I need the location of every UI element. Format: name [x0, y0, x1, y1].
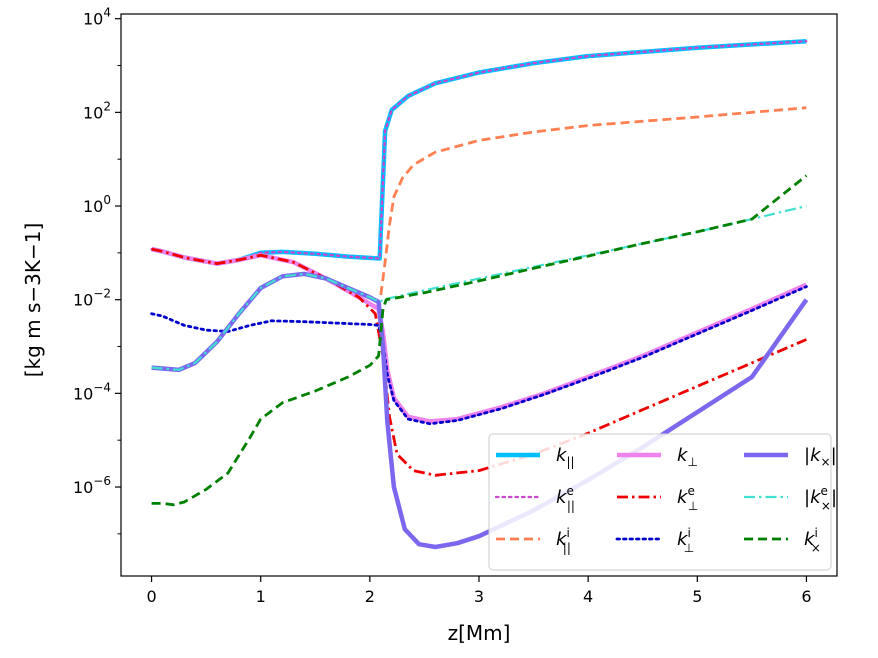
x-tick-label: 0: [146, 587, 156, 606]
x-tick-label: 4: [583, 587, 593, 606]
y-tick-label: 102: [83, 99, 111, 122]
legend-label: ki ||: [556, 526, 571, 555]
x-axis-label: z[Mm]: [448, 621, 511, 645]
legend-label: ki ×: [804, 526, 821, 555]
legend: k|| ke || ki || k⊥ ke ⊥ ki ⊥ |k×| |ke ×| ki ×: [488, 433, 837, 571]
x-tick-label: 6: [801, 587, 811, 606]
y-tick-label: 100: [83, 193, 111, 216]
series-line-9: [151, 174, 808, 507]
legend-box: [488, 433, 832, 571]
legend-label: |ke ×|: [804, 484, 837, 513]
y-tick-label: 10−6: [73, 474, 111, 497]
x-tick-label: 5: [692, 587, 702, 606]
y-axis: 10−6 10−4 10−2 100 102 104: [73, 6, 121, 535]
y-axis-label: [kg m s−3K−1]: [21, 223, 45, 378]
y-tick-label: 10−4: [73, 380, 111, 403]
legend-label: k⊥: [677, 445, 698, 469]
x-tick-label: 1: [256, 587, 266, 606]
y-tick-label: 104: [83, 6, 111, 29]
legend-label: ke ||: [556, 484, 575, 513]
series-line-6: [150, 285, 808, 426]
legend-label: ke ⊥: [677, 484, 698, 513]
series-line-4: [151, 246, 808, 424]
legend-label: ki ⊥: [677, 526, 694, 555]
series-line-8: [151, 204, 807, 371]
legend-label: k||: [556, 445, 575, 469]
series-line-3: [379, 106, 807, 296]
legend-label: |k×|: [804, 445, 837, 469]
x-tick-label: 3: [474, 587, 484, 606]
x-axis: 0 1 2 3 4 5 6: [146, 576, 812, 606]
y-tick-label: 10−2: [73, 287, 111, 310]
x-tick-label: 2: [365, 587, 375, 606]
